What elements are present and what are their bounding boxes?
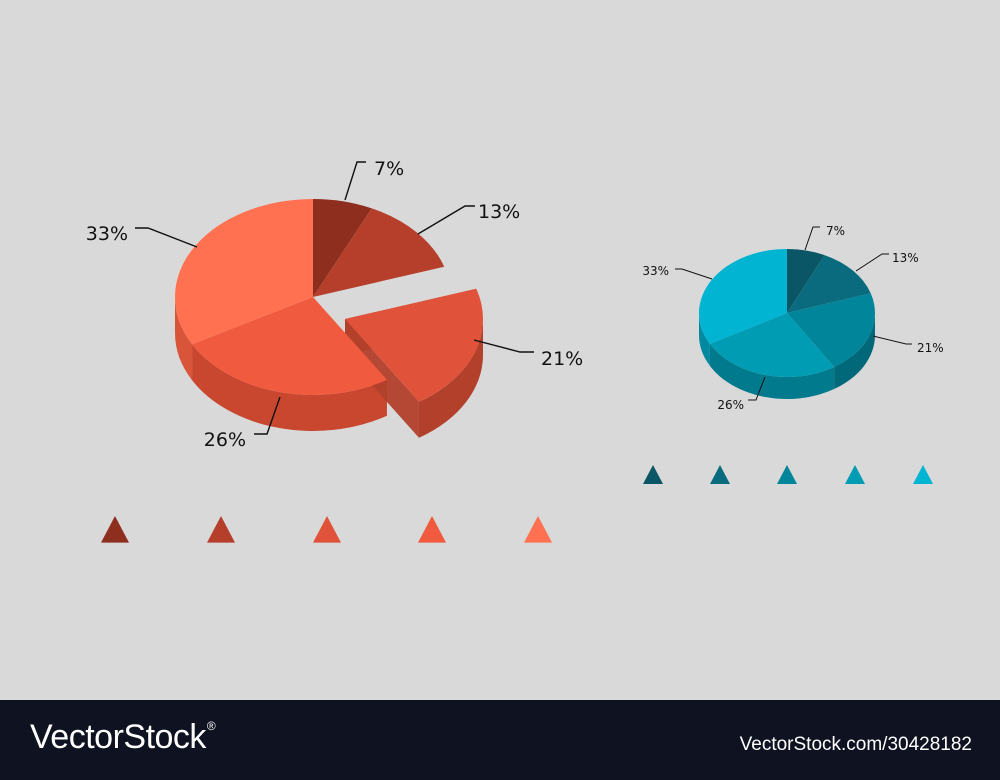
triangle-marker-icon (313, 516, 341, 543)
slice-label-33: 33% (642, 264, 669, 278)
slice-side-26 (192, 344, 387, 431)
slice-wall-33 (699, 313, 710, 366)
slice-label-7: 7% (374, 158, 404, 180)
triangle-marker-icon (913, 465, 933, 484)
leader-line-33 (135, 227, 198, 248)
leader-line-26 (748, 376, 766, 401)
triangle-marker-icon (101, 516, 129, 543)
slice-label-7: 7% (826, 224, 845, 238)
slice-side-33 (175, 297, 193, 381)
slice-wall-26 (192, 344, 387, 431)
leader-line-33 (675, 268, 713, 280)
slice-top-7 (787, 249, 825, 313)
image-id-text[interactable]: VectorStock.com/30428182 (739, 734, 972, 755)
triangle-marker-icon (418, 516, 446, 543)
slice-label-21: 21% (917, 341, 944, 355)
slice-wall-21 (834, 313, 875, 390)
slice-label-13: 13% (478, 201, 520, 223)
leader-line-7 (804, 226, 820, 251)
slice-wall-26 (709, 343, 835, 400)
slice-side-26 (709, 343, 835, 400)
pie-charts-canvas: 7% 13% 21% 26% 33% 7% 13% 21% 26% 33% (86, 158, 944, 543)
slice-side-33 (699, 313, 710, 366)
registered-mark: ® (206, 718, 216, 733)
slice-label-13: 13% (892, 251, 919, 265)
slice-label-26: 26% (204, 429, 246, 451)
slice-wall-33 (175, 297, 193, 381)
leader-line-13 (417, 205, 475, 235)
leader-line-26 (254, 396, 281, 435)
slice-top-26 (192, 297, 387, 395)
triangle-marker-icon (710, 465, 730, 484)
slice-top-21 (345, 288, 483, 402)
vectorstock-logo[interactable]: VectorStock® (30, 718, 216, 757)
slice-top-13 (313, 208, 445, 297)
slice-top-21 (787, 293, 876, 368)
leader-line-21 (473, 339, 534, 353)
brand-text: VectorStock (30, 718, 206, 756)
slice-side-21 (834, 313, 875, 390)
footer-bar: VectorStock® VectorStock.com/30428182 (0, 700, 1000, 780)
slice-top-7 (313, 199, 372, 297)
leader-line-13 (855, 253, 889, 272)
triangle-marker-icon (207, 516, 235, 543)
slice-top-13 (787, 255, 871, 313)
triangle-marker-icon (777, 465, 797, 484)
slice-wall-21 (418, 319, 483, 438)
leader-line-21 (872, 335, 912, 345)
slice-top-33 (175, 199, 313, 345)
slice-label-26: 26% (717, 398, 744, 412)
slice-top-33 (698, 249, 787, 344)
triangle-marker-icon (845, 465, 865, 484)
pie-chart-teal: 7% 13% 21% 26% 33% (642, 224, 944, 484)
slice-top-26 (709, 313, 835, 377)
pie-chart-orange: 7% 13% 21% 26% 33% (86, 158, 583, 543)
triangle-marker-icon (524, 516, 552, 543)
leader-line-7 (344, 161, 366, 201)
triangle-marker-icon (643, 465, 663, 484)
slice-label-33: 33% (86, 223, 128, 245)
slice-label-21: 21% (541, 348, 583, 370)
